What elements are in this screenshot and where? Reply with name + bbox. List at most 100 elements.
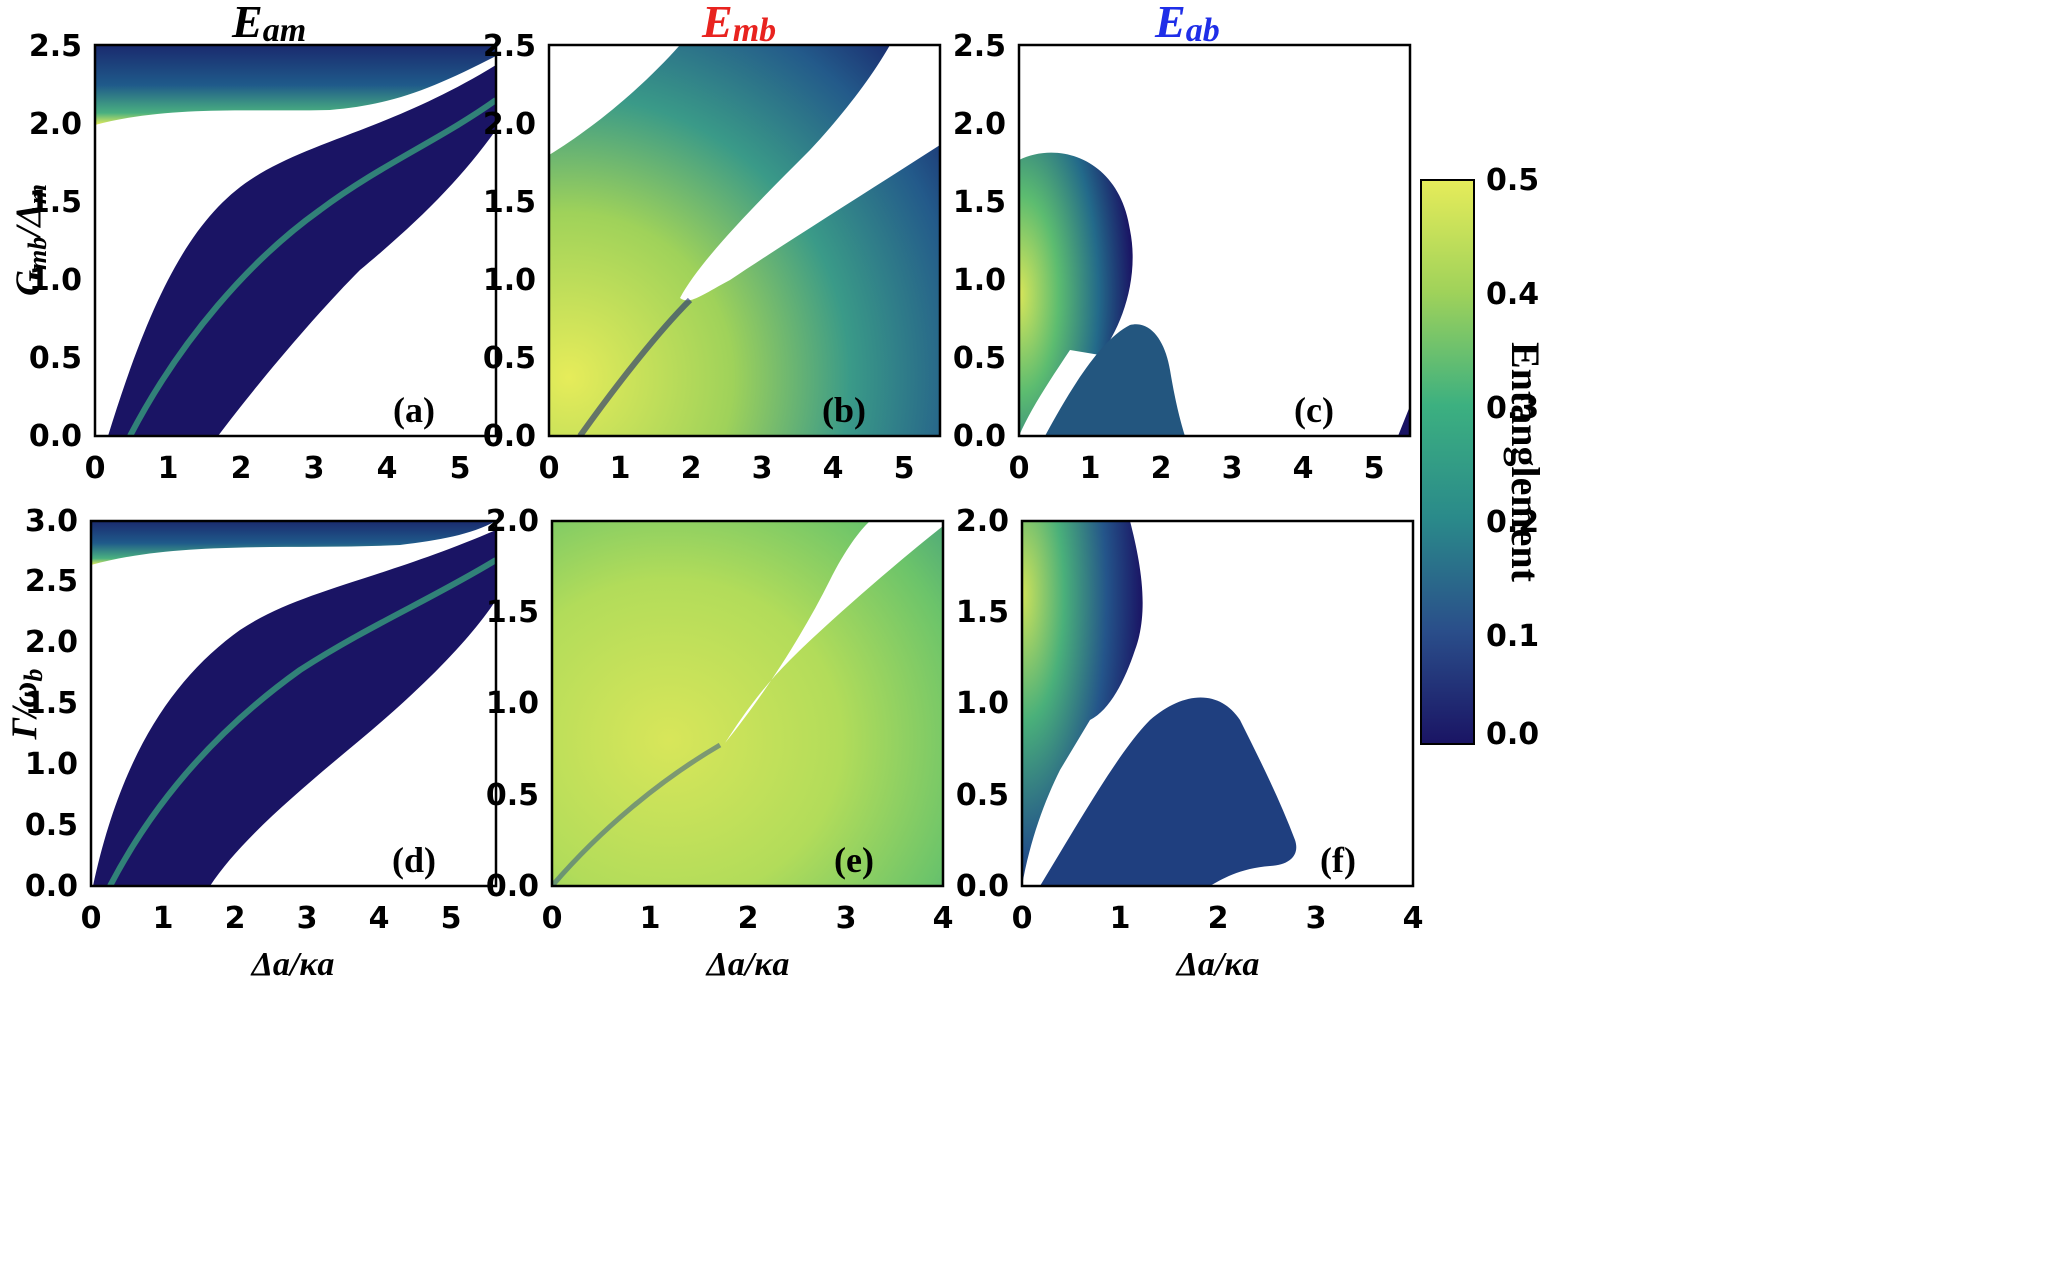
panel-b: Emb 0.0 0.5 1.0 1.5 2.0 2.5 0 1 2 3 4 5 … (483, 0, 942, 486)
panel-d-ridge (107, 557, 496, 886)
svg-text:2: 2 (225, 901, 246, 936)
svg-text:0.0: 0.0 (483, 419, 536, 454)
panel-f-lobe-upper (1022, 521, 1143, 886)
panel-e-xticks: 0 1 2 3 4 (542, 901, 954, 936)
svg-text:2.0: 2.0 (956, 504, 1009, 539)
svg-text:3: 3 (836, 901, 857, 936)
svg-text:0.5: 0.5 (1486, 163, 1539, 198)
svg-text:0.5: 0.5 (483, 341, 536, 376)
panel-c-heatmap (1019, 152, 1410, 436)
svg-text:1: 1 (1110, 901, 1131, 936)
panel-e: 0.0 0.5 1.0 1.5 2.0 0 1 2 3 4 (e) Δa/κa (486, 504, 954, 983)
svg-text:2.5: 2.5 (29, 29, 82, 64)
svg-text:4: 4 (369, 901, 390, 936)
svg-text:4: 4 (933, 901, 954, 936)
panel-a-xticks: 0 1 2 3 4 5 (85, 451, 471, 486)
panel-e-dark-diagonal (552, 742, 722, 886)
panel-f-lobe-lower (1040, 697, 1297, 886)
svg-text:0.0: 0.0 (25, 869, 78, 904)
svg-text:0.5: 0.5 (25, 808, 78, 843)
svg-text:0.2: 0.2 (1486, 505, 1539, 540)
panel-c-label: (c) (1294, 390, 1334, 430)
svg-text:1.0: 1.0 (29, 263, 82, 298)
panel-e-label: (e) (834, 840, 874, 880)
panel-a-yticks: 0.0 0.5 1.0 1.5 2.0 2.5 (29, 29, 82, 454)
panel-d-label: (d) (392, 840, 436, 880)
svg-text:0.0: 0.0 (1486, 717, 1539, 752)
panel-a-frame (93, 43, 498, 438)
svg-text:2: 2 (231, 451, 252, 486)
svg-text:2.0: 2.0 (486, 504, 539, 539)
panel-b-xticks: 0 1 2 3 4 5 (539, 451, 915, 486)
svg-text:1.0: 1.0 (956, 686, 1009, 721)
svg-text:0: 0 (1012, 901, 1033, 936)
svg-text:0.5: 0.5 (956, 778, 1009, 813)
panel-a: Eam 0.0 0.5 1.0 1.5 2.0 2.5 0 1 2 3 4 5 … (8, 0, 498, 486)
svg-text:0.3: 0.3 (1486, 391, 1539, 426)
svg-text:5: 5 (894, 451, 915, 486)
svg-text:0.4: 0.4 (1486, 277, 1539, 312)
panel-c-lobe-lower (1045, 324, 1185, 436)
svg-text:2: 2 (681, 451, 702, 486)
svg-text:2.0: 2.0 (483, 107, 536, 142)
svg-text:2: 2 (1208, 901, 1229, 936)
panel-e-void-wedge (725, 521, 943, 743)
svg-text:5: 5 (1364, 451, 1385, 486)
panel-e-xlabel: Δa/κa (705, 946, 790, 983)
panel-c-frame (1017, 43, 1412, 438)
svg-text:2.0: 2.0 (29, 107, 82, 142)
svg-text:0.5: 0.5 (29, 341, 82, 376)
svg-text:3: 3 (1222, 451, 1243, 486)
svg-text:0.0: 0.0 (953, 419, 1006, 454)
svg-text:1.0: 1.0 (25, 747, 78, 782)
panel-a-ylabel: Gmb/Δm (8, 184, 52, 296)
svg-text:1: 1 (610, 451, 631, 486)
svg-text:1: 1 (1080, 451, 1101, 486)
panel-b-void-wedge (680, 45, 940, 301)
svg-text:1.0: 1.0 (486, 686, 539, 721)
panel-c-yticks: 0.0 0.5 1.0 1.5 2.0 2.5 (953, 29, 1006, 454)
panel-d-xlabel: Δa/κa (250, 946, 335, 983)
panel-a-ridge (127, 97, 496, 436)
panel-f: 0.0 0.5 1.0 1.5 2.0 0 1 2 3 4 (f) Δa/κa (956, 504, 1424, 983)
svg-text:2.5: 2.5 (25, 564, 78, 599)
svg-text:0.0: 0.0 (29, 419, 82, 454)
svg-text:1.5: 1.5 (956, 595, 1009, 630)
svg-text:1: 1 (153, 901, 174, 936)
svg-text:3: 3 (297, 901, 318, 936)
svg-text:4: 4 (377, 451, 398, 486)
svg-text:0: 0 (542, 901, 563, 936)
panel-b-dark-diagonal (577, 297, 693, 436)
panel-b-heatmap (549, 45, 940, 436)
svg-text:0.0: 0.0 (486, 869, 539, 904)
svg-text:1: 1 (640, 901, 661, 936)
svg-text:2.0: 2.0 (953, 107, 1006, 142)
panel-d-xticks: 0 1 2 3 4 5 (81, 901, 462, 936)
svg-text:4: 4 (1403, 901, 1424, 936)
panel-f-label: (f) (1320, 840, 1356, 880)
svg-text:4: 4 (1293, 451, 1314, 486)
svg-text:1.5: 1.5 (953, 185, 1006, 220)
panel-d-heatmap (91, 521, 496, 886)
panel-a-region-band (108, 65, 496, 436)
svg-text:2: 2 (1151, 451, 1172, 486)
panel-c-lobe-upper (1019, 152, 1133, 436)
panel-f-xlabel: Δa/κa (1175, 946, 1260, 983)
svg-text:0.0: 0.0 (956, 869, 1009, 904)
panel-f-frame (1020, 519, 1415, 888)
svg-text:1.5: 1.5 (486, 595, 539, 630)
svg-text:1.5: 1.5 (29, 185, 82, 220)
panel-c-xticks: 0 1 2 3 4 5 (1009, 451, 1385, 486)
panel-b-frame (547, 43, 942, 438)
panel-c-title: Eab (1154, 0, 1220, 49)
svg-text:2.0: 2.0 (25, 625, 78, 660)
svg-text:3.0: 3.0 (25, 504, 78, 539)
svg-text:0.1: 0.1 (1486, 619, 1539, 654)
panel-e-yticks: 0.0 0.5 1.0 1.5 2.0 (486, 504, 539, 904)
panel-b-void-upper-left (549, 45, 680, 155)
panel-a-heatmap (95, 45, 496, 436)
svg-text:2.5: 2.5 (483, 29, 536, 64)
panel-a-label: (a) (393, 390, 435, 430)
panel-b-yticks: 0.0 0.5 1.0 1.5 2.0 2.5 (483, 29, 536, 454)
